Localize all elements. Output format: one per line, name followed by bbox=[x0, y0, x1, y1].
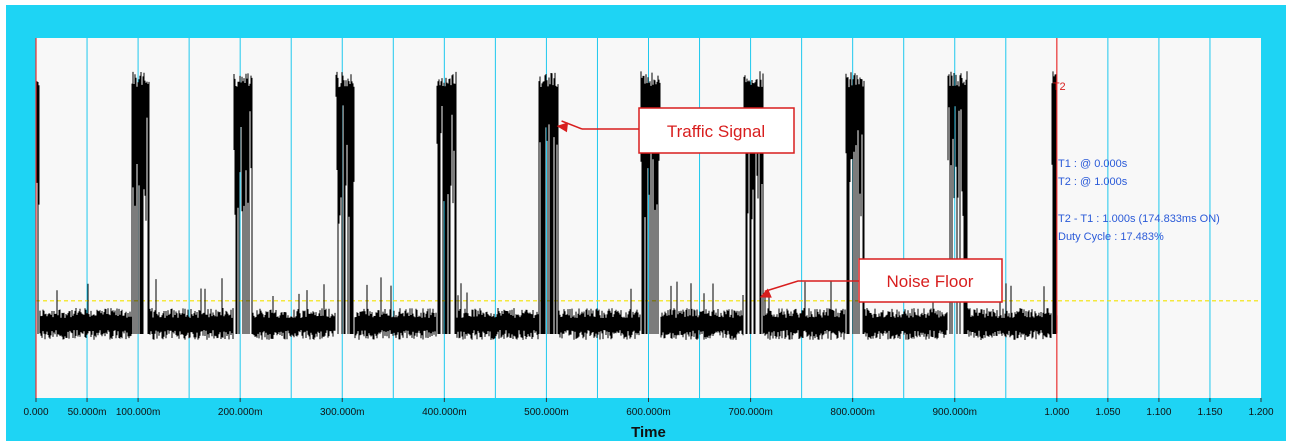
x-tick-label: 1.100 bbox=[1146, 407, 1171, 418]
callout-arrow-traffic-diag bbox=[561, 120, 583, 130]
x-tick-label: 50.000m bbox=[68, 407, 107, 418]
callout-arrow-noise bbox=[764, 280, 859, 293]
readout-delta: T2 - T1 : 1.000s (174.833ms ON) bbox=[1058, 213, 1220, 225]
x-tick-label: 200.000m bbox=[218, 407, 262, 418]
x-tick-label: 0.000 bbox=[23, 407, 48, 418]
x-axis-title: Time bbox=[631, 424, 666, 441]
x-tick-label: 100.000m bbox=[116, 407, 160, 418]
x-tick-label: 600.000m bbox=[626, 407, 670, 418]
x-tick-label: 1.050 bbox=[1095, 407, 1120, 418]
readout-panel: T1 : @ 0.000s T2 : @ 1.000s T2 - T1 : 1.… bbox=[1058, 158, 1220, 243]
x-axis-ticks: 0.000 50.000m 100.000m 200.000m 300.000m 400.… bbox=[23, 398, 1274, 418]
callout-box-noise bbox=[858, 258, 1003, 303]
readout-t1: T1 : @ 0.000s bbox=[1058, 158, 1128, 170]
readout-duty-cycle: Duty Cycle : 17.483% bbox=[1058, 231, 1164, 243]
callout-box-traffic bbox=[638, 107, 795, 154]
cursor-lines: T2 bbox=[35, 38, 1066, 398]
callout-traffic-signal: Traffic Signal bbox=[667, 122, 765, 141]
callout-arrowhead-traffic bbox=[556, 122, 569, 133]
callout-noise-floor: Noise Floor bbox=[887, 272, 974, 291]
x-tick-label: 1.000 bbox=[1044, 407, 1069, 418]
x-tick-label: 400.000m bbox=[422, 407, 466, 418]
frame-corner bbox=[0, 0, 60, 5]
callout-arrowhead-noise bbox=[759, 288, 772, 298]
x-tick-label: 300.000m bbox=[320, 407, 364, 418]
x-tick-label: 500.000m bbox=[524, 407, 568, 418]
x-tick-label: 900.000m bbox=[933, 407, 977, 418]
x-tick-label: 1.200 bbox=[1248, 407, 1273, 418]
x-tick-label: 1.150 bbox=[1197, 407, 1222, 418]
x-tick-label: 700.000m bbox=[728, 407, 772, 418]
callouts: Traffic Signal Noise Floor bbox=[556, 107, 1003, 303]
readout-t2: T2 : @ 1.000s bbox=[1058, 176, 1128, 188]
x-tick-label: 800.000m bbox=[830, 407, 874, 418]
cursor-label-t2: T2 bbox=[1053, 81, 1066, 93]
